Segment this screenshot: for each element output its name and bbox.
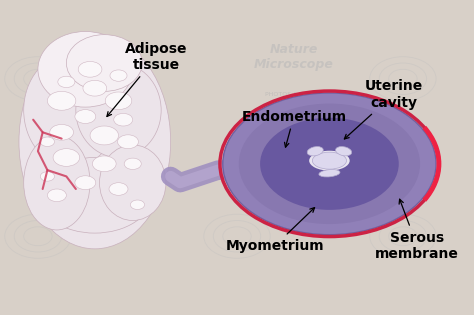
Circle shape (83, 80, 107, 96)
Text: Uterine
cavity: Uterine cavity (345, 79, 422, 139)
Ellipse shape (38, 158, 152, 233)
Text: Myometrium: Myometrium (226, 208, 324, 253)
Circle shape (92, 156, 116, 172)
Circle shape (75, 176, 96, 190)
Circle shape (124, 158, 141, 169)
Circle shape (105, 92, 132, 110)
Circle shape (109, 183, 128, 195)
Circle shape (58, 76, 75, 88)
Ellipse shape (19, 35, 171, 249)
Ellipse shape (312, 152, 346, 169)
Circle shape (90, 126, 118, 145)
Text: Nature
Microscope: Nature Microscope (254, 43, 334, 71)
Ellipse shape (76, 63, 161, 158)
Text: Adipose
tissue: Adipose tissue (107, 42, 188, 117)
Circle shape (130, 200, 145, 209)
Circle shape (47, 91, 76, 110)
Ellipse shape (66, 35, 142, 91)
Ellipse shape (336, 146, 352, 156)
Text: Serous
membrane: Serous membrane (375, 199, 459, 261)
Circle shape (75, 110, 96, 123)
Ellipse shape (319, 169, 340, 177)
Circle shape (47, 189, 66, 202)
Text: PHOTOS & VIDEOS: PHOTOS & VIDEOS (264, 92, 323, 97)
Ellipse shape (38, 32, 133, 107)
Circle shape (223, 93, 436, 235)
Circle shape (110, 70, 127, 81)
Circle shape (50, 124, 73, 140)
Circle shape (239, 104, 420, 224)
Ellipse shape (307, 146, 323, 156)
Ellipse shape (24, 135, 90, 230)
Ellipse shape (24, 54, 119, 167)
Circle shape (118, 135, 138, 149)
Ellipse shape (100, 145, 166, 220)
Text: Endometrium: Endometrium (241, 110, 346, 147)
Circle shape (40, 172, 55, 181)
Ellipse shape (309, 151, 350, 171)
Circle shape (114, 113, 133, 126)
Circle shape (40, 137, 55, 146)
Circle shape (78, 61, 102, 77)
Circle shape (260, 118, 399, 210)
Circle shape (53, 149, 80, 166)
